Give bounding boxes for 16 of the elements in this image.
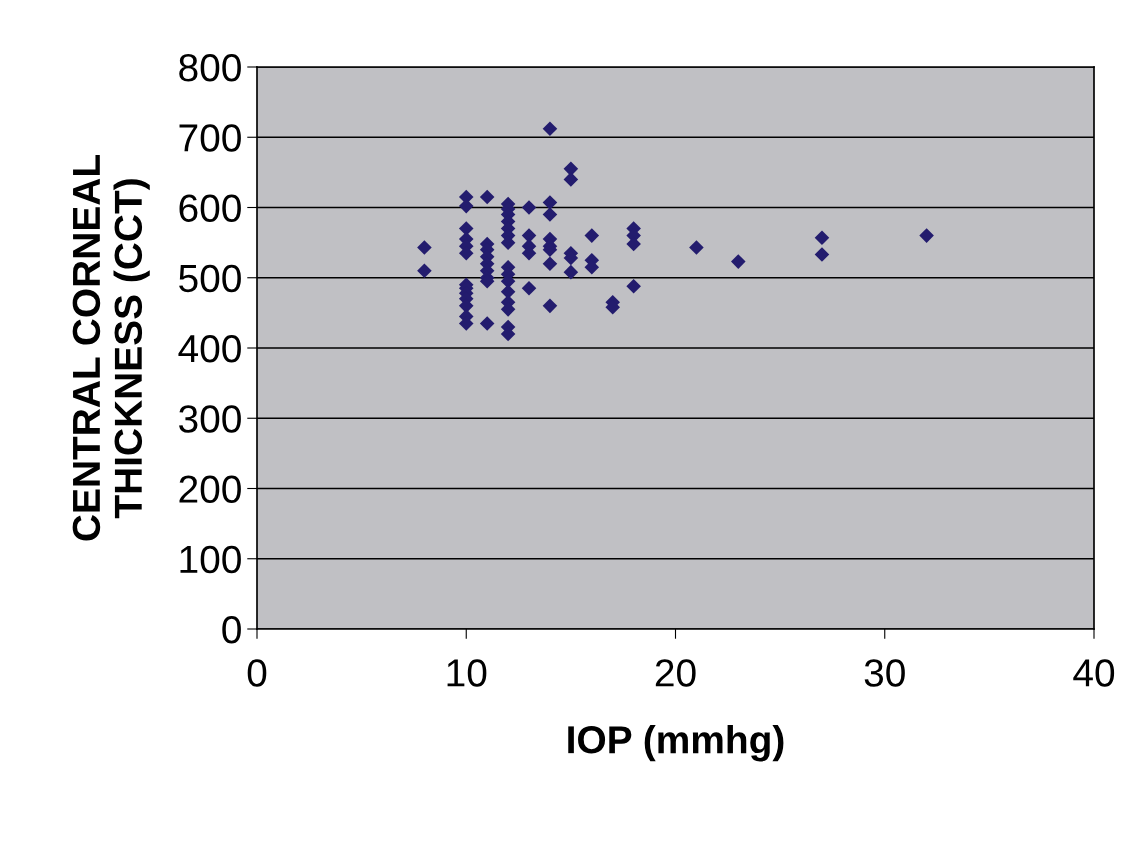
y-tick-label: 200 [179,475,241,503]
y-tick-label: 100 [180,545,241,574]
y-tick-label: 800 [179,53,241,82]
y-tick-label: 700 [179,124,241,152]
y-tick-label: 600 [179,194,241,222]
y-tick-label: 0 [222,615,241,644]
y-tick-label: 400 [178,334,241,363]
x-tick-label: 30 [864,659,905,687]
x-tick-label: 20 [655,659,696,687]
y-tick-label: 500 [179,264,241,293]
y-axis-title: CENTRAL CORNEAL THICKNESS (CCT) [72,155,150,541]
x-tick-label: 10 [447,659,487,687]
y-tick-label: 300 [179,405,241,433]
x-tick-label: 40 [1073,659,1115,687]
x-tick-label: 0 [247,659,267,687]
x-axis-title: IOP (mmhg) [568,724,784,762]
